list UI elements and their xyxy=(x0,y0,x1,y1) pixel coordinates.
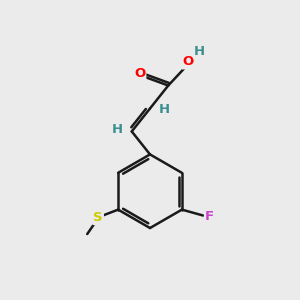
Text: O: O xyxy=(183,56,194,68)
Text: F: F xyxy=(205,210,214,223)
Text: S: S xyxy=(93,211,103,224)
Text: H: H xyxy=(159,103,170,116)
Text: H: H xyxy=(194,45,205,58)
Text: O: O xyxy=(134,67,145,80)
Text: H: H xyxy=(112,124,123,136)
